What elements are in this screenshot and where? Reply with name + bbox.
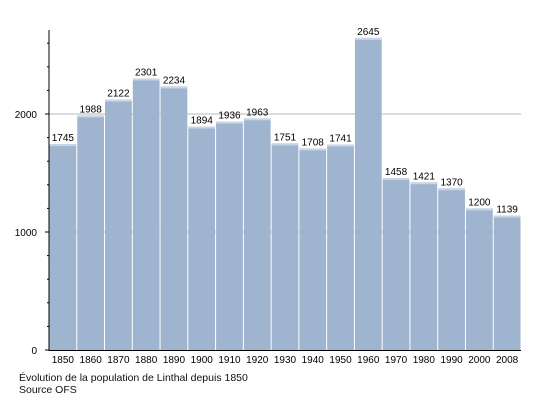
data-label: 2645	[357, 27, 380, 38]
x-tick-label: 1930	[274, 355, 297, 366]
data-label: 1988	[80, 104, 103, 115]
x-tick-label: 1920	[246, 355, 269, 366]
chart-caption: Évolution de la population de Linthal de…	[19, 372, 248, 384]
bar-top-highlight	[382, 177, 410, 180]
data-label: 1741	[329, 134, 352, 145]
y-tick-label: 1000	[15, 228, 38, 239]
bar-top-highlight	[105, 99, 132, 102]
x-tick-label: 2008	[496, 355, 519, 366]
bar-1950	[327, 144, 354, 350]
data-label: 1936	[218, 111, 241, 122]
axis-layer	[45, 30, 521, 351]
bar-top-highlight	[243, 118, 271, 121]
bar-1880	[132, 78, 160, 351]
bar-top-highlight	[49, 144, 77, 147]
bar-1970	[382, 177, 410, 350]
x-tick-label: 1960	[357, 355, 380, 366]
bar-1890	[160, 86, 188, 350]
bar-top-highlight	[327, 144, 354, 147]
bar-1990	[438, 188, 465, 350]
bar-top-highlight	[493, 215, 521, 218]
chart-source: Source OFS	[19, 384, 77, 396]
bar-1930	[271, 143, 299, 350]
x-tick-label: 1980	[413, 355, 436, 366]
data-label: 1745	[52, 133, 75, 144]
bar-top-highlight	[354, 37, 382, 40]
x-tick-label: 1940	[302, 355, 325, 366]
bar-1920	[243, 118, 271, 350]
y-tick-label: 0	[31, 346, 37, 357]
x-tick-label: 1870	[107, 355, 130, 366]
bar-top-highlight	[132, 78, 160, 81]
bar-2008	[493, 215, 521, 350]
x-tick-label: 1910	[218, 355, 241, 366]
x-tick-label: 1850	[52, 355, 75, 366]
bar-2000	[465, 208, 493, 350]
data-label: 1963	[246, 107, 269, 118]
data-label: 2301	[135, 67, 158, 78]
x-tick-label: 1890	[163, 355, 186, 366]
bar-layer	[49, 37, 521, 351]
data-label: 1200	[468, 197, 491, 208]
bar-1860	[77, 115, 105, 350]
y-tick-label: 2000	[15, 110, 38, 121]
bar-top-highlight	[188, 126, 216, 129]
bar-top-highlight	[299, 148, 327, 151]
x-tick-label: 1880	[135, 355, 158, 366]
bar-1910	[216, 121, 243, 350]
data-label: 1751	[274, 132, 297, 143]
x-tick-label: 2000	[468, 355, 491, 366]
bar-1850	[49, 144, 77, 350]
bar-top-highlight	[465, 208, 493, 211]
bar-top-highlight	[410, 182, 438, 185]
bar-top-highlight	[160, 86, 188, 89]
bar-1980	[410, 182, 438, 350]
x-tick-label: 1900	[191, 355, 214, 366]
data-label: 2122	[107, 89, 130, 100]
data-label: 1894	[191, 116, 214, 127]
bar-top-highlight	[216, 121, 243, 124]
data-label: 1708	[302, 137, 325, 148]
data-label: 1370	[440, 177, 463, 188]
x-tick-label: 1990	[440, 355, 463, 366]
bar-1940	[299, 148, 327, 350]
x-tick-label: 1970	[385, 355, 408, 366]
data-label: 1458	[385, 167, 408, 178]
x-tick-label: 1860	[80, 355, 103, 366]
bar-1870	[105, 99, 132, 350]
x-tick-label: 1950	[329, 355, 352, 366]
bar-1900	[188, 126, 216, 351]
data-label: 1421	[413, 171, 436, 182]
label-layer: 0 1000 2000 1745 1850 1988 1860 2122 1870 2301 188…	[15, 27, 519, 366]
data-label: 2234	[163, 75, 186, 86]
data-label: 1139	[496, 205, 518, 216]
bar-top-highlight	[77, 115, 105, 118]
bar-top-highlight	[271, 143, 299, 146]
bar-top-highlight	[438, 188, 465, 191]
bar-1960	[354, 37, 382, 350]
